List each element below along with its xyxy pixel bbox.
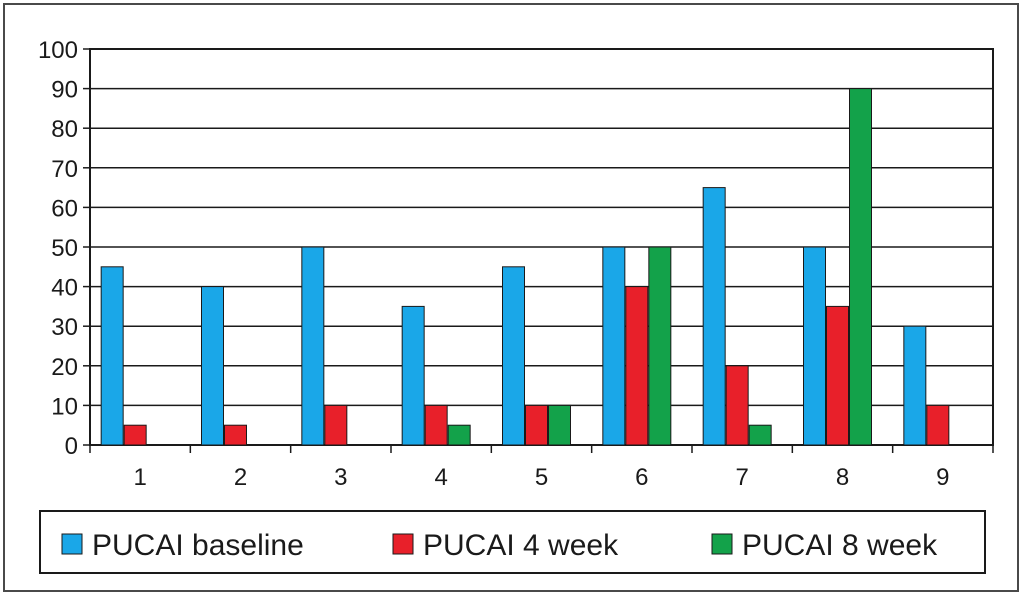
y-tick-label: 70 bbox=[51, 156, 78, 183]
legend-swatch bbox=[392, 533, 414, 555]
legend: PUCAI baseline PUCAI 4 week PUCAI 8 week bbox=[39, 510, 986, 574]
x-tick-label: 6 bbox=[635, 464, 648, 491]
bar bbox=[525, 404, 548, 446]
bar bbox=[602, 246, 626, 446]
bar bbox=[100, 266, 124, 446]
y-tick-label: 20 bbox=[51, 354, 78, 381]
bar bbox=[224, 424, 247, 446]
bars bbox=[100, 88, 950, 446]
bar bbox=[301, 246, 325, 446]
x-tick-label: 1 bbox=[133, 464, 146, 491]
bar bbox=[903, 325, 927, 446]
x-tick-label: 8 bbox=[836, 464, 849, 491]
x-tick-label: 9 bbox=[936, 464, 949, 491]
bar bbox=[324, 404, 348, 446]
bar bbox=[803, 246, 826, 446]
legend-swatch bbox=[711, 533, 733, 555]
y-tick-label: 80 bbox=[51, 116, 78, 143]
y-tick-label: 10 bbox=[51, 393, 78, 420]
y-tick-label: 40 bbox=[51, 275, 78, 302]
y-tick-label: 0 bbox=[65, 433, 78, 460]
bar bbox=[201, 286, 224, 446]
bar bbox=[401, 305, 425, 446]
bar bbox=[625, 286, 649, 446]
y-tick-label: 90 bbox=[51, 77, 78, 104]
legend-label: PUCAI 4 week bbox=[423, 529, 619, 562]
bar bbox=[447, 424, 471, 446]
legend-label: PUCAI 8 week bbox=[742, 529, 938, 562]
bar bbox=[648, 246, 672, 446]
bar bbox=[826, 305, 849, 446]
legend-swatch bbox=[61, 533, 83, 555]
bar bbox=[502, 266, 525, 446]
y-tick-label: 60 bbox=[51, 195, 78, 222]
y-tick-label: 100 bbox=[38, 37, 78, 64]
bar bbox=[424, 404, 448, 446]
bar bbox=[725, 365, 749, 446]
x-tick-label: 2 bbox=[234, 464, 247, 491]
x-tick-label: 5 bbox=[535, 464, 548, 491]
bar bbox=[123, 424, 147, 446]
x-tick-label: 3 bbox=[334, 464, 347, 491]
x-tick-label: 4 bbox=[434, 464, 447, 491]
bar bbox=[926, 404, 950, 446]
y-tick-labels: 0 10 20 30 40 50 60 70 80 90 100 bbox=[38, 37, 78, 460]
x-tick-labels: 1 2 3 4 5 6 7 8 9 bbox=[133, 464, 949, 491]
legend-box bbox=[39, 510, 986, 574]
bar bbox=[548, 404, 571, 446]
bar bbox=[748, 424, 772, 446]
legend-label: PUCAI baseline bbox=[92, 529, 304, 562]
bar bbox=[702, 187, 726, 446]
x-tick-label: 7 bbox=[735, 464, 748, 491]
y-tick-label: 30 bbox=[51, 314, 78, 341]
bar bbox=[849, 88, 872, 446]
y-tick-label: 50 bbox=[51, 235, 78, 262]
